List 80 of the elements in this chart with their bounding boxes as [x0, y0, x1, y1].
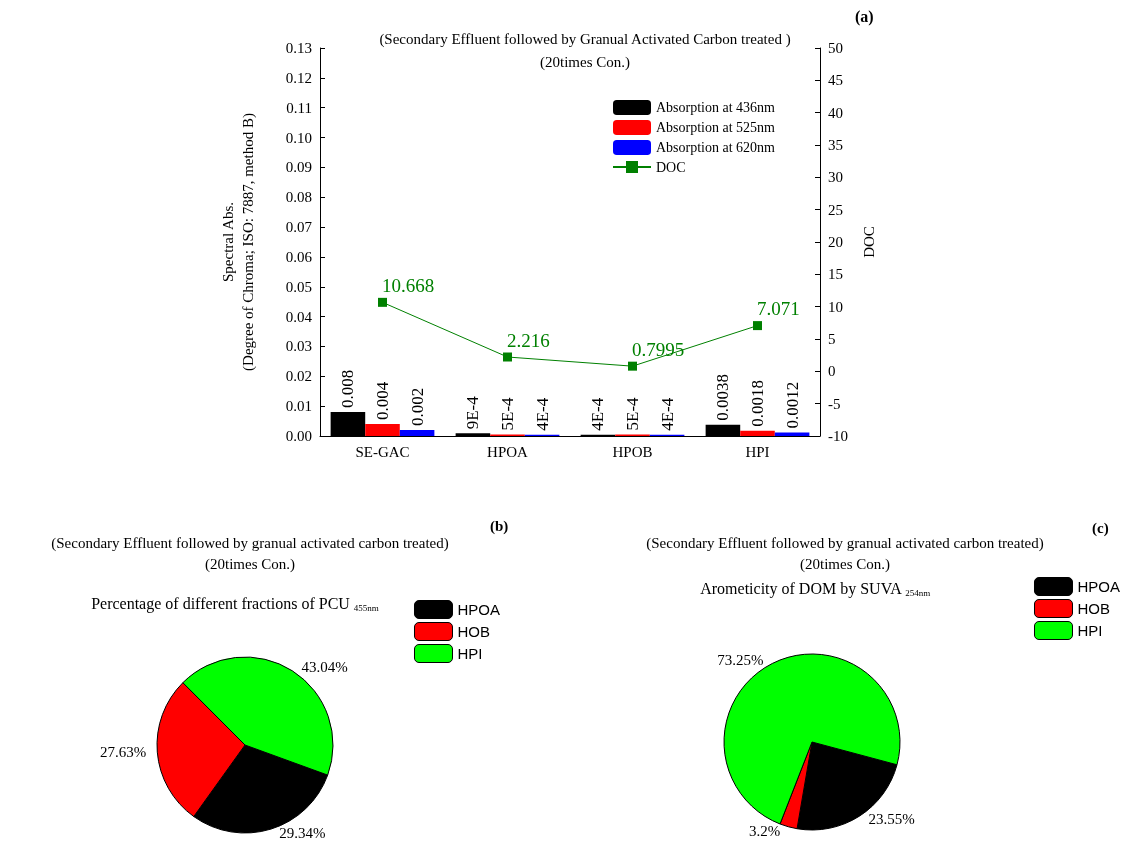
data-label: 2.216	[507, 329, 550, 351]
y-tick-label: 0.07	[285, 219, 313, 236]
chart-subtitle: (20times Con.)	[540, 53, 630, 71]
data-label: 0.0038	[713, 373, 733, 421]
legend-label: HPOA	[1077, 578, 1121, 595]
data-label: 0.0018	[748, 379, 767, 427]
point	[628, 361, 637, 371]
y-tick-label: 0.04	[285, 308, 313, 325]
data-label: 29.34%	[279, 824, 326, 841]
x-tick-label: HPOB	[612, 443, 653, 460]
data-label: 5E-4	[498, 396, 517, 431]
y2-tick-label: 50	[828, 40, 843, 56]
data-label: 9E-4	[463, 395, 483, 430]
data-label: 4E-4	[657, 397, 677, 431]
y-tick-label: 0.10	[285, 129, 312, 146]
y-tick-label: 0.05	[285, 278, 312, 295]
y-tick-label: 0.08	[285, 189, 312, 206]
y2-tick-label: 25	[828, 201, 843, 218]
data-label: 0.0012	[782, 381, 802, 429]
data-label: 0.002	[407, 387, 427, 427]
chart-title: (Secondary Effluent followed by granual activated carbon treated)	[51, 534, 449, 552]
x-tick-label: HPOA	[487, 443, 529, 460]
data-label: 4E-4	[532, 397, 552, 431]
legend-label: Absorption at 436nm	[656, 100, 776, 115]
y-tick-label: 0.00	[285, 428, 312, 444]
y2-tick-label: 10	[828, 298, 843, 315]
legend-label: HPI	[1077, 622, 1103, 639]
legend-label: HPOA	[457, 601, 501, 618]
chart-subtitle: (20times Con.)	[205, 555, 295, 573]
y-tick-label: 0.11	[286, 99, 312, 116]
data-label: 0.7995	[632, 338, 685, 360]
y2-tick-label: 40	[828, 104, 843, 121]
y2-tick-label: 35	[828, 137, 843, 153]
y2-tick-label: 5	[828, 331, 836, 347]
y-tick-label: 0.09	[285, 159, 312, 176]
chart-title: (Secondary Effluent followed by granual activated carbon treated)	[646, 534, 1044, 552]
y2-tick-label: -5	[828, 395, 841, 412]
data-label: 0.008	[338, 369, 358, 409]
text: (c)	[1092, 519, 1109, 537]
point	[503, 352, 512, 362]
y-tick-label: 0.06	[285, 248, 313, 265]
data-label: 73.25%	[717, 651, 764, 668]
x-tick-label: SE-GAC	[355, 443, 410, 460]
y-tick-label: 0.13	[285, 40, 312, 56]
legend-label: HPI	[457, 645, 483, 662]
legend-label: HOB	[457, 623, 491, 640]
y2-tick-label: 20	[828, 234, 843, 250]
data-label: 43.04%	[301, 659, 348, 676]
point	[378, 297, 387, 307]
y-tick-label: 0.02	[285, 368, 312, 385]
data-label: 7.071	[757, 298, 800, 320]
y-tick-label: 0.01	[285, 398, 312, 415]
legend-label: Absorption at 620nm	[656, 140, 776, 155]
data-label: 3.2%	[749, 822, 781, 839]
y-axis-title: Spectral Abs. (Degree of Chroma; ISO: 7887, method B)	[220, 113, 257, 371]
y-tick-label: 0.12	[285, 69, 312, 86]
chart-title: (Secondary Effluent followed by Granual Activated Carbon treated )	[379, 30, 791, 48]
data-label: 23.55%	[868, 811, 915, 828]
data-label: 27.63%	[100, 744, 147, 761]
text: Percentage of different fractions of PCU 455nm	[91, 595, 379, 613]
y2-tick-label: 0	[828, 363, 836, 380]
text: Arometicity of DOM by SUVA 254nm	[700, 580, 931, 598]
y2-tick-label: -10	[828, 428, 848, 444]
data-label: 4E-4	[588, 397, 608, 431]
legend-label: Absorption at 525nm	[656, 120, 776, 135]
y2-tick-label: 45	[828, 72, 843, 89]
x-tick-label: HPI	[745, 443, 770, 460]
data-label: 10.668	[382, 274, 435, 296]
legend-label: DOC	[656, 159, 686, 175]
point	[753, 321, 762, 331]
y-tick-label: 0.03	[285, 338, 312, 355]
y2-axis-title: DOC	[860, 226, 877, 258]
data-label: 0.004	[373, 381, 392, 421]
chart-subtitle: (20times Con.)	[800, 555, 890, 573]
legend-label: HOB	[1077, 600, 1111, 617]
data-label: 5E-4	[623, 396, 642, 431]
y2-tick-label: 15	[828, 266, 843, 283]
y2-tick-label: 30	[828, 169, 843, 186]
text: (b)	[490, 517, 509, 535]
text: (a)	[855, 7, 874, 26]
